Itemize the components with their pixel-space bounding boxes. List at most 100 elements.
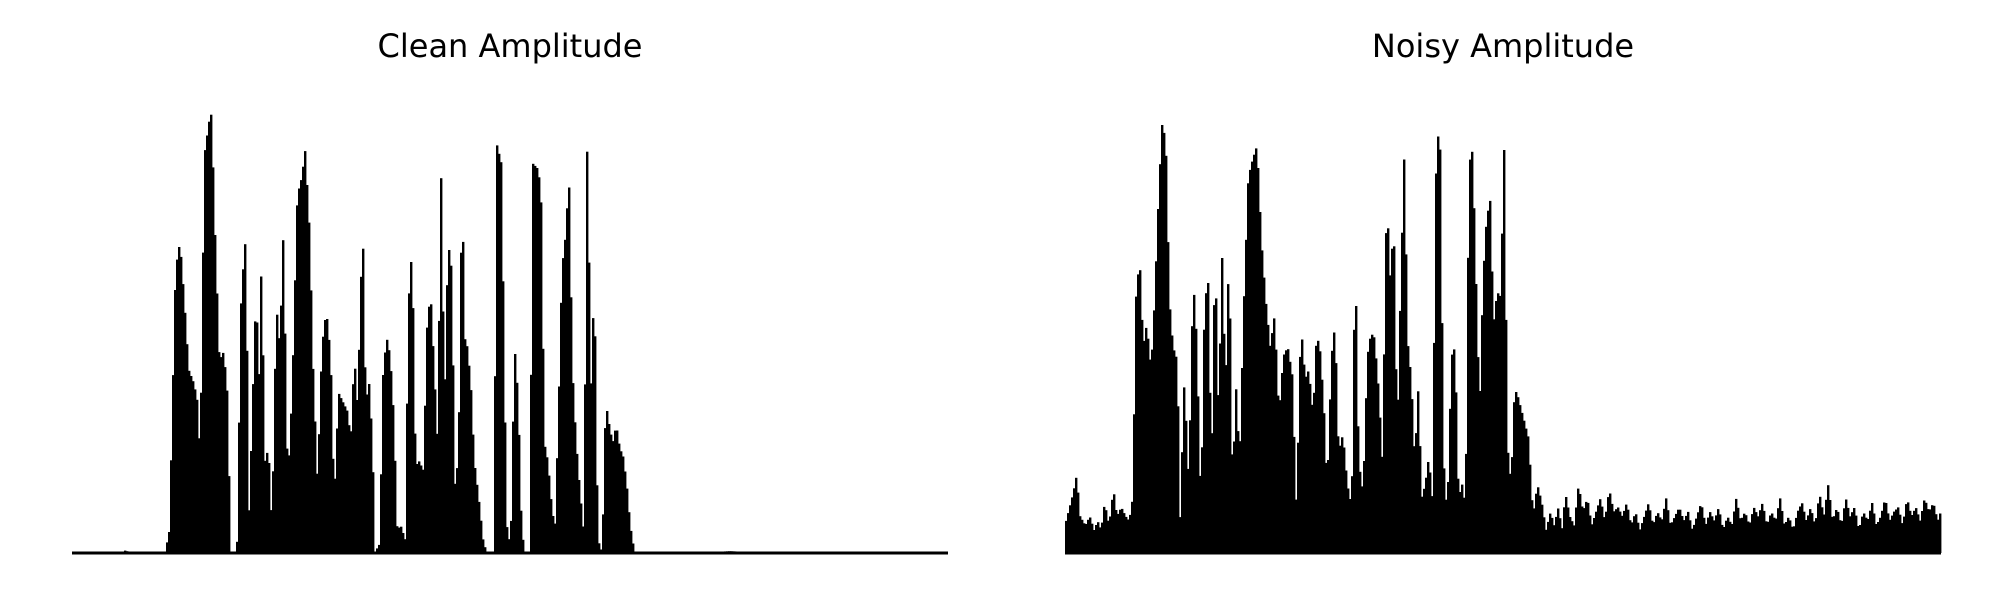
amplitude-bar [1649, 510, 1652, 553]
amplitude-bar [1401, 232, 1404, 553]
amplitude-bar [1567, 507, 1570, 553]
amplitude-bar [1169, 309, 1172, 553]
amplitude-bar [1259, 212, 1262, 553]
amplitude-bar [166, 542, 169, 553]
amplitude-bar [1611, 503, 1614, 553]
amplitude-bar [322, 336, 325, 553]
amplitude-bar [1621, 515, 1624, 553]
amplitude-bar [1225, 365, 1228, 553]
amplitude-bar [1203, 329, 1206, 553]
amplitude-bar [608, 424, 611, 553]
amplitude-bar [512, 421, 515, 553]
amplitude-bar [1689, 520, 1692, 553]
amplitude-bar [200, 392, 203, 553]
amplitude-bar [606, 411, 609, 553]
amplitude-bar [418, 461, 421, 553]
amplitude-bar [582, 526, 585, 553]
amplitude-bar [1903, 516, 1906, 553]
amplitude-bar [1931, 505, 1934, 553]
amplitude-bar [1665, 498, 1668, 553]
amplitude-bar [1857, 526, 1860, 553]
amplitude-bar [1271, 333, 1274, 553]
amplitude-bar [494, 376, 497, 553]
amplitude-bar [1441, 323, 1444, 553]
amplitude-bar [1605, 511, 1608, 553]
amplitude-bar [1153, 310, 1156, 553]
amplitude-bar [1093, 530, 1096, 553]
amplitude-bar [530, 374, 533, 553]
amplitude-bar [1235, 389, 1238, 553]
amplitude-bar [1187, 468, 1190, 553]
amplitude-bar [574, 422, 577, 553]
amplitude-bar [458, 412, 461, 553]
amplitude-bar [1299, 356, 1302, 553]
amplitude-bar [1703, 517, 1706, 553]
amplitude-bar [1641, 523, 1644, 553]
amplitude-bar [1603, 517, 1606, 553]
amplitude-bar [1127, 519, 1130, 553]
amplitude-bar [436, 433, 439, 553]
amplitude-bar [1389, 275, 1392, 553]
amplitude-bar [1339, 445, 1342, 553]
amplitude-bar [1651, 520, 1654, 553]
amplitude-bar [1381, 456, 1384, 553]
amplitude-bar [618, 443, 621, 553]
amplitude-bar [562, 258, 565, 553]
amplitude-bar [1781, 511, 1784, 553]
amplitude-bar [314, 421, 317, 553]
amplitude-bar [456, 468, 459, 553]
amplitude-bar [1451, 354, 1454, 553]
amplitude-bar [1517, 397, 1520, 553]
amplitude-bar [1189, 420, 1192, 553]
amplitude-bar [1321, 379, 1324, 553]
amplitude-bar [338, 393, 341, 553]
amplitude-bar [1371, 334, 1374, 553]
amplitude-bar [346, 410, 349, 553]
amplitude-bar [430, 304, 433, 553]
amplitude-bar [1537, 487, 1540, 553]
amplitude-bar [280, 305, 283, 553]
amplitude-bar [1889, 519, 1892, 553]
amplitude-bar [1749, 522, 1752, 553]
amplitude-bar [1201, 447, 1204, 553]
amplitude-bar [1479, 391, 1482, 553]
amplitude-bar [1923, 500, 1926, 553]
amplitude-bar [552, 516, 555, 553]
amplitude-bar [1853, 508, 1856, 553]
amplitude-bar [1453, 349, 1456, 553]
amplitude-bar [408, 293, 411, 553]
amplitude-bar [1287, 349, 1290, 553]
amplitude-bar [568, 187, 571, 553]
amplitude-bar [1383, 354, 1386, 553]
amplitude-bar [1213, 305, 1216, 553]
amplitude-bar [220, 357, 223, 553]
amplitude-bar [296, 205, 299, 553]
amplitude-bar [1485, 226, 1488, 554]
amplitude-bar [538, 177, 541, 554]
amplitude-bar [1415, 433, 1418, 553]
amplitude-bar [276, 314, 279, 553]
amplitude-bar [404, 539, 407, 553]
amplitude-bar [208, 121, 211, 553]
amplitude-bar [558, 386, 561, 553]
amplitude-bar [1131, 501, 1134, 553]
amplitude-bar [1929, 509, 1932, 553]
amplitude-bar [1917, 514, 1920, 553]
amplitude-bar [372, 472, 375, 553]
amplitude-bar [498, 153, 501, 554]
amplitude-bar [194, 389, 197, 553]
amplitude-bar [1709, 512, 1712, 553]
amplitude-bar [1205, 293, 1208, 553]
amplitude-bar [1563, 507, 1566, 553]
amplitude-bar [1863, 513, 1866, 553]
amplitude-bar [1565, 497, 1568, 553]
amplitude-bar [1223, 333, 1226, 553]
amplitude-bar [1461, 484, 1464, 553]
amplitude-bar [1177, 406, 1180, 553]
amplitude-bar [1845, 499, 1848, 553]
amplitude-bar [1885, 503, 1888, 553]
amplitude-bar [1139, 270, 1142, 553]
amplitude-bar [1435, 173, 1438, 553]
amplitude-bar [1561, 528, 1564, 553]
amplitude-bar [1819, 496, 1822, 553]
